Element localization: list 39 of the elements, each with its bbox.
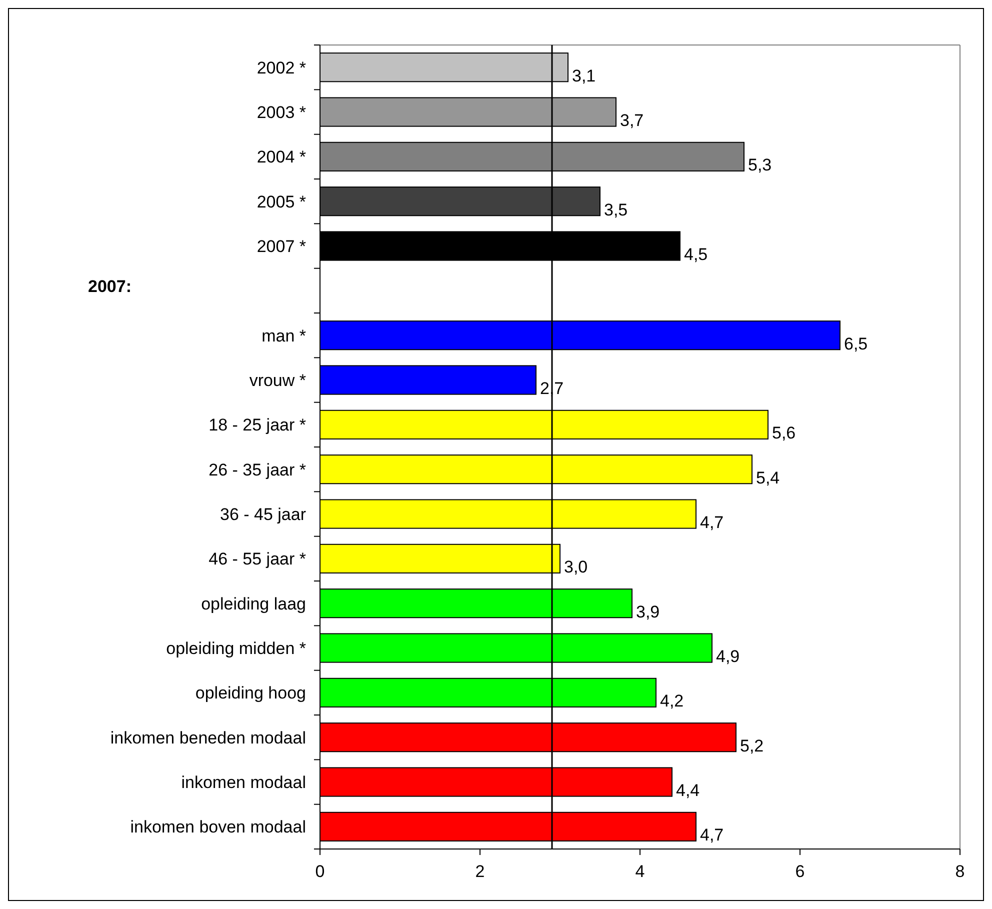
data-label: 5,3 bbox=[748, 156, 772, 175]
y-tick-label: inkomen boven modaal bbox=[130, 818, 306, 837]
x-tick-label: 4 bbox=[635, 862, 645, 881]
data-label: 5,6 bbox=[772, 424, 796, 443]
y-tick-label: opleiding midden * bbox=[166, 639, 306, 658]
y-tick-label: man * bbox=[262, 326, 306, 346]
data-label: 4,5 bbox=[684, 245, 708, 264]
y-tick-label: 2004 * bbox=[256, 148, 306, 167]
text: 2007: bbox=[88, 277, 132, 296]
data-label: 3,1 bbox=[572, 66, 596, 86]
y-tick-label: 18 - 25 jaar * bbox=[208, 416, 306, 435]
x-tick-label: 6 bbox=[795, 862, 805, 881]
y-tick-label: opleiding laag bbox=[201, 594, 306, 614]
y-tick-label: inkomen beneden modaal bbox=[110, 728, 306, 748]
y-tick-label: 2005 * bbox=[256, 192, 306, 212]
y-tick-label: 2003 * bbox=[256, 103, 306, 122]
y-tick-label: vrouw * bbox=[249, 371, 306, 390]
data-label: 4,7 bbox=[700, 826, 724, 845]
y-tick-label: 2007 * bbox=[256, 237, 306, 256]
x-tick-label: 0 bbox=[315, 862, 325, 881]
x-tick-label: 2 bbox=[475, 862, 485, 881]
data-label: 4,4 bbox=[676, 781, 700, 800]
data-label: 3,7 bbox=[620, 111, 644, 130]
data-label: 4,9 bbox=[716, 647, 740, 666]
y-tick-label: 46 - 55 jaar * bbox=[208, 550, 306, 569]
data-label: 4,7 bbox=[700, 513, 724, 532]
y-tick-label: 36 - 45 jaar bbox=[220, 505, 306, 524]
data-label: 6,5 bbox=[844, 334, 868, 354]
y-tick-label: 2002 * bbox=[256, 58, 306, 78]
y-tick-label: 26 - 35 jaar * bbox=[208, 460, 306, 480]
x-tick-label: 8 bbox=[955, 862, 965, 881]
y-tick-label: opleiding hoog bbox=[195, 684, 306, 703]
y-tick-label: inkomen modaal bbox=[181, 773, 306, 792]
data-label: 4,2 bbox=[660, 692, 684, 711]
data-label: 3,9 bbox=[636, 602, 660, 622]
data-label: 3,0 bbox=[564, 558, 588, 577]
data-label: 3,5 bbox=[604, 200, 628, 220]
data-label: 5,4 bbox=[756, 468, 780, 488]
data-label: 5,2 bbox=[740, 736, 764, 756]
